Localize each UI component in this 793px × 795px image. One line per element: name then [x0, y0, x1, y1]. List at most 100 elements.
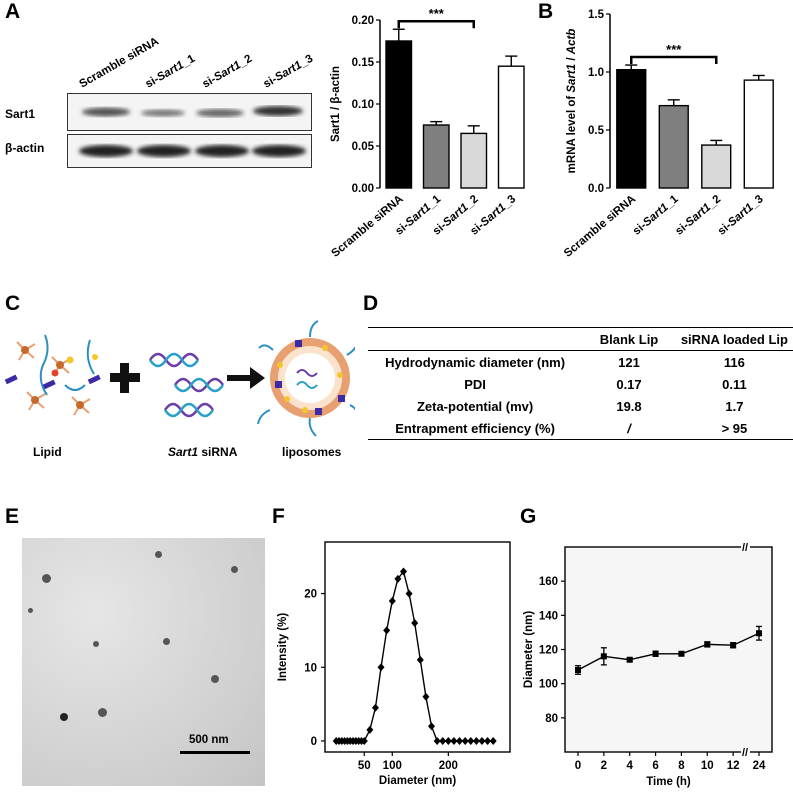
- particle: [28, 608, 33, 613]
- y-axis-label: Diameter (nm): [523, 611, 535, 688]
- x-tick-label: 200: [439, 760, 458, 772]
- data-point: [600, 653, 607, 660]
- blot-band: [82, 107, 130, 117]
- particle: [231, 566, 238, 573]
- y-tick-label: 80: [545, 713, 558, 725]
- x-tick-label: 50: [358, 760, 371, 772]
- scale-bar-label: 500 nm: [189, 734, 229, 746]
- x-tick-label: si-Sart1_3: [716, 193, 766, 238]
- particle: [60, 713, 68, 721]
- x-tick-label: 10: [701, 760, 714, 772]
- panel-label-d: D: [363, 292, 379, 315]
- y-tick-label: 1.0: [588, 67, 604, 79]
- particle: [42, 574, 51, 583]
- blot-lane-label: si-Sart1_3: [262, 53, 316, 91]
- panel-label-a: A: [5, 0, 21, 23]
- y-tick-label: 0.10: [352, 99, 374, 111]
- blot-band: [196, 109, 244, 117]
- y-tick-label: 0.20: [352, 15, 374, 27]
- data-point: [371, 703, 379, 712]
- bar: [460, 132, 488, 189]
- y-tick-label: 20: [304, 589, 317, 601]
- x-tick-label: 0: [575, 760, 581, 772]
- data-point: [652, 650, 659, 657]
- data-point: [456, 736, 464, 745]
- blot-band: [137, 145, 191, 157]
- plot-frame: [324, 541, 511, 753]
- lipid-label: Lipid: [33, 445, 62, 459]
- data-point: [444, 736, 452, 745]
- bar: [743, 79, 774, 189]
- panel-label-b: B: [538, 0, 554, 23]
- axis-break-gap: [741, 748, 750, 756]
- data-point: [461, 736, 469, 745]
- x-tick-label: 12: [727, 760, 740, 772]
- data-point: [366, 725, 374, 734]
- blot-sart1: [67, 93, 312, 131]
- data-point: [730, 642, 737, 649]
- data-point: [489, 736, 497, 745]
- y-tick-label: 140: [539, 610, 558, 622]
- table-row: Zeta-potential (mv) 19.8 1.7: [416, 398, 744, 414]
- particle: [211, 675, 219, 683]
- x-tick-label: Scramble siRNA: [562, 193, 638, 260]
- data-point: [678, 650, 685, 657]
- y-tick-label: 0.5: [588, 125, 605, 137]
- data-point: [467, 736, 475, 745]
- y-tick-label: 1.5: [588, 9, 605, 21]
- significance-bracket: [630, 55, 718, 65]
- blot-band: [252, 145, 306, 157]
- x-tick-label: 2: [601, 760, 607, 772]
- panel-label-f: F: [272, 505, 285, 528]
- x-tick-label: 100: [383, 760, 402, 772]
- y-tick-label: 10: [304, 662, 317, 674]
- x-tick-label: si-Sart1_1: [631, 193, 681, 238]
- lipid-group: [5, 334, 101, 416]
- x-tick-label: 8: [678, 760, 685, 772]
- chart-f: 0 10 20 50 100 200 Diameter (nm) Intensity (%): [277, 541, 511, 787]
- x-axis-label: Time (h): [646, 776, 691, 788]
- data-point: [575, 667, 581, 673]
- plot-frame: [564, 546, 773, 753]
- blot-row-label-sart1: Sart1: [5, 107, 36, 121]
- bar: [616, 68, 647, 189]
- bar: [497, 65, 525, 189]
- particle: [98, 708, 107, 717]
- series-line: [336, 569, 494, 742]
- data-point: [478, 736, 486, 745]
- blot-actin: [67, 134, 312, 168]
- data-point: [405, 589, 413, 598]
- bar: [422, 124, 450, 189]
- blot-band: [79, 145, 133, 157]
- data-point: [484, 736, 492, 745]
- x-tick-label: 6: [652, 760, 658, 772]
- blot-lane-label: si-Sart1_1: [144, 52, 198, 90]
- axis-break-mark: //: [742, 542, 748, 554]
- blot-row-label-actin: β-actin: [5, 141, 45, 155]
- y-tick-label: 0.05: [352, 141, 375, 153]
- properties-table: Blank Lip siRNA loaded Lip Hydrodynamic …: [368, 327, 793, 440]
- blot-lane-label: si-Sart1_2: [201, 53, 255, 91]
- data-point: [422, 692, 430, 701]
- x-tick-label: si-Sart1_2: [673, 193, 723, 238]
- blot-band: [253, 106, 303, 116]
- data-point: [472, 736, 480, 745]
- data-point: [388, 596, 396, 605]
- data-point: [433, 736, 441, 745]
- scale-bar: [180, 751, 250, 754]
- blot-band: [141, 109, 185, 117]
- significance-label: ***: [666, 42, 682, 57]
- bar: [385, 40, 413, 189]
- x-axis-label: Diameter (nm): [379, 775, 456, 787]
- panel-label-e: E: [5, 505, 20, 528]
- data-point: [450, 736, 458, 745]
- series-line: [577, 632, 760, 671]
- y-axis-label: Sart1 / β-actin: [330, 66, 342, 142]
- y-axis-label: Intensity (%): [277, 613, 289, 682]
- table-row: Entrapment efficiency (%) / > 95: [395, 420, 748, 436]
- x-tick-label: 4: [627, 760, 634, 772]
- table-row: Hydrodynamic diameter (nm) 121 116: [385, 354, 745, 370]
